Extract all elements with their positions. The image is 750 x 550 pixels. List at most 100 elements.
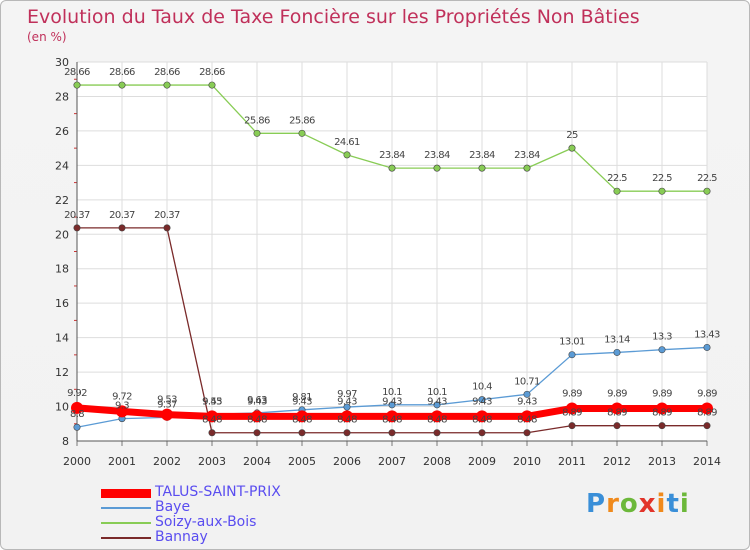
x-tick-label: 2008 xyxy=(423,455,451,468)
data-point-soizy-aux-bois xyxy=(523,164,531,172)
data-label-talus-saint-prix: 9.43 xyxy=(247,396,267,407)
data-label-bannay: 8.89 xyxy=(697,408,717,419)
data-label-soizy-aux-bois: 24.61 xyxy=(334,137,360,148)
y-tick-label: 16 xyxy=(55,297,69,310)
data-label-talus-saint-prix: 9.89 xyxy=(562,388,582,399)
data-label-baye: 13.3 xyxy=(652,332,672,343)
legend-swatch-talus-saint-prix xyxy=(101,488,151,498)
x-tick-label: 2004 xyxy=(243,455,271,468)
data-label-soizy-aux-bois: 23.84 xyxy=(424,150,450,161)
data-label-talus-saint-prix: 9.89 xyxy=(652,388,672,399)
y-tick-label: 26 xyxy=(55,125,69,138)
data-label-soizy-aux-bois: 28.66 xyxy=(109,67,135,78)
data-point-soizy-aux-bois xyxy=(298,129,306,137)
data-point-talus-saint-prix xyxy=(656,402,668,415)
data-label-baye: 10.1 xyxy=(427,387,447,398)
data-label-baye: 13.14 xyxy=(604,334,630,345)
data-label-soizy-aux-bois: 22.5 xyxy=(697,173,717,184)
proxiti-logo: Proxiti xyxy=(586,489,690,519)
data-label-bannay: 8.48 xyxy=(247,415,267,426)
data-label-talus-saint-prix: 9.89 xyxy=(607,388,627,399)
data-point-baye xyxy=(73,423,81,431)
data-point-talus-saint-prix xyxy=(116,405,128,418)
data-point-soizy-aux-bois xyxy=(433,164,441,172)
data-point-soizy-aux-bois xyxy=(343,151,351,159)
data-point-talus-saint-prix xyxy=(566,402,578,415)
data-label-talus-saint-prix: 9.72 xyxy=(112,391,132,402)
data-label-soizy-aux-bois: 22.5 xyxy=(607,173,627,184)
data-label-bannay: 8.48 xyxy=(337,415,357,426)
data-label-baye: 9.55 xyxy=(202,396,222,407)
data-point-baye xyxy=(523,390,531,398)
x-tick-label: 2014 xyxy=(693,455,721,468)
data-label-talus-saint-prix: 9.43 xyxy=(382,396,402,407)
data-label-soizy-aux-bois: 23.84 xyxy=(379,150,405,161)
x-tick-label: 2005 xyxy=(288,455,316,468)
data-point-baye xyxy=(388,401,396,409)
y-tick-label: 30 xyxy=(55,56,69,69)
x-tick-label: 2011 xyxy=(558,455,586,468)
data-point-soizy-aux-bois xyxy=(478,164,486,172)
data-label-soizy-aux-bois: 25.86 xyxy=(244,115,270,126)
data-point-bannay xyxy=(703,422,711,430)
data-label-baye: 10.1 xyxy=(382,387,402,398)
data-point-talus-saint-prix xyxy=(161,408,173,421)
data-label-baye: 9.3 xyxy=(115,401,129,412)
data-point-bannay xyxy=(298,429,306,437)
legend-swatch-baye xyxy=(101,507,151,509)
data-point-talus-saint-prix xyxy=(476,410,488,423)
data-point-baye xyxy=(343,403,351,411)
legend-label-baye: Baye xyxy=(155,499,191,515)
data-label-soizy-aux-bois: 23.84 xyxy=(514,150,540,161)
data-label-talus-saint-prix: 9.43 xyxy=(517,396,537,407)
data-label-talus-saint-prix: 9.43 xyxy=(427,396,447,407)
data-label-bannay: 8.48 xyxy=(517,415,537,426)
data-point-bannay xyxy=(253,429,261,437)
data-label-bannay: 20.37 xyxy=(154,210,180,221)
data-point-bannay xyxy=(343,429,351,437)
data-point-soizy-aux-bois xyxy=(703,187,711,195)
data-point-talus-saint-prix xyxy=(386,410,398,423)
y-axis-unit-label: (en %) xyxy=(27,30,67,44)
data-label-baye: 13.01 xyxy=(559,337,585,348)
legend-label-talus-saint-prix: TALUS-SAINT-PRIX xyxy=(155,484,281,500)
data-label-talus-saint-prix: 9.92 xyxy=(67,388,87,399)
data-label-soizy-aux-bois: 23.84 xyxy=(469,150,495,161)
data-label-baye: 13.43 xyxy=(694,329,720,340)
legend-label-soizy-aux-bois: Soizy-aux-Bois xyxy=(155,514,257,530)
data-point-talus-saint-prix xyxy=(206,410,218,423)
data-point-baye xyxy=(658,346,666,354)
y-tick-label: 20 xyxy=(55,228,69,241)
data-point-bannay xyxy=(208,429,216,437)
x-tick-label: 2000 xyxy=(63,455,91,468)
data-label-soizy-aux-bois: 25 xyxy=(566,130,578,141)
data-point-baye xyxy=(613,348,621,356)
data-point-baye xyxy=(703,343,711,351)
y-tick-label: 24 xyxy=(55,159,69,172)
data-point-baye xyxy=(478,396,486,404)
data-point-talus-saint-prix xyxy=(341,410,353,423)
legend-swatch-soizy-aux-bois xyxy=(101,522,151,524)
x-tick-label: 2013 xyxy=(648,455,676,468)
x-tick-label: 2007 xyxy=(378,455,406,468)
data-label-talus-saint-prix: 9.89 xyxy=(697,388,717,399)
data-label-bannay: 8.48 xyxy=(472,415,492,426)
x-tick-label: 2012 xyxy=(603,455,631,468)
y-tick-label: 18 xyxy=(55,263,69,276)
data-point-bannay xyxy=(568,422,576,430)
data-label-bannay: 8.48 xyxy=(382,415,402,426)
data-point-soizy-aux-bois xyxy=(118,81,126,89)
data-label-soizy-aux-bois: 25.86 xyxy=(289,115,315,126)
legend-swatch-bannay xyxy=(101,537,151,539)
data-label-bannay: 8.89 xyxy=(607,408,627,419)
y-tick-label: 28 xyxy=(55,90,69,103)
x-tick-label: 2001 xyxy=(108,455,136,468)
y-tick-label: 8 xyxy=(62,435,69,448)
x-tick-label: 2006 xyxy=(333,455,361,468)
x-tick-label: 2002 xyxy=(153,455,181,468)
data-point-bannay xyxy=(613,422,621,430)
data-label-baye: 10.4 xyxy=(472,382,492,393)
data-point-bannay xyxy=(388,429,396,437)
